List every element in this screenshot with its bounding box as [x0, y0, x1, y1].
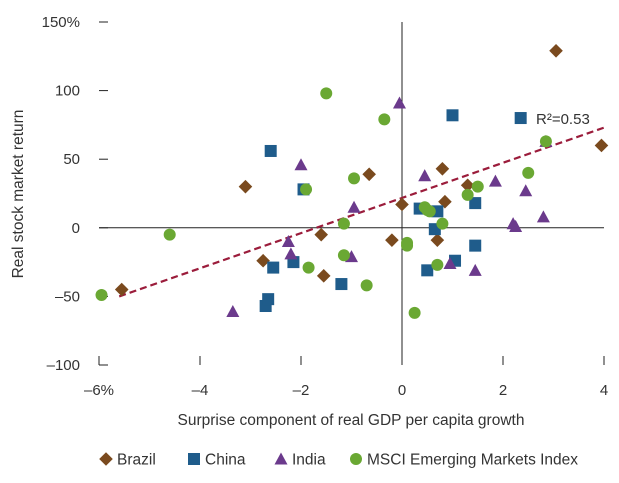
- india-point: [468, 263, 482, 276]
- y-tick-label: –50: [55, 288, 80, 305]
- india-point: [509, 219, 523, 232]
- brazil-point: [435, 162, 450, 176]
- legend: Brazil China India MSCI Emerging Markets In…: [99, 452, 578, 469]
- y-tick-label: 100: [55, 83, 80, 100]
- r-squared-annotation: R²=0.53: [536, 111, 590, 128]
- brazil-point: [438, 194, 452, 209]
- msci-emerging-markets-index-point: [461, 188, 474, 201]
- msci-emerging-markets-index-point: [95, 289, 108, 302]
- brazil-point: [385, 233, 399, 247]
- china-point: [421, 264, 434, 277]
- india-point: [392, 96, 406, 109]
- msci-emerging-markets-index-point: [539, 135, 552, 148]
- msci-emerging-markets-index-point: [360, 279, 373, 292]
- brazil-point: [362, 167, 376, 182]
- legend-china-marker: [188, 453, 200, 465]
- x-tick-label: –4: [192, 382, 209, 399]
- msci-emerging-markets-index-point: [348, 172, 361, 185]
- x-tick-label: 2: [499, 382, 507, 399]
- y-tick-label: 150%: [42, 14, 80, 31]
- brazil-point: [316, 269, 331, 283]
- brazil-point: [238, 179, 253, 194]
- msci-emerging-markets-index-point: [471, 180, 484, 193]
- legend-msci-emerging-markets-index-label: MSCI Emerging Markets Index: [367, 452, 578, 469]
- brazil-point: [395, 197, 409, 212]
- brazil-point: [114, 282, 129, 297]
- msci-emerging-markets-index-point: [337, 217, 350, 230]
- india-point: [519, 184, 533, 197]
- x-axis-title: Surprise component of real GDP per capit…: [178, 412, 525, 429]
- india-point: [294, 158, 308, 171]
- china-point: [262, 293, 275, 306]
- brazil-point: [460, 178, 475, 193]
- china-point: [267, 261, 280, 274]
- y-axis-title: Real stock market return: [10, 110, 27, 279]
- msci-emerging-markets-index-point: [337, 249, 350, 262]
- tick-labels: –100 –50 0 50 100 150% –6% –4 –2 0 2 4: [42, 14, 609, 399]
- china-point: [446, 109, 459, 122]
- msci-emerging-markets-index-point: [436, 217, 449, 230]
- china-point: [264, 144, 277, 157]
- india-point: [347, 200, 361, 213]
- brazil-point: [594, 138, 609, 153]
- legend-brazil-marker: [99, 452, 113, 466]
- china-point: [469, 239, 482, 252]
- x-tick-label: –2: [293, 382, 310, 399]
- msci-emerging-markets-index-point: [163, 228, 176, 241]
- x-tick-label: –6%: [84, 382, 114, 399]
- msci-emerging-markets-index-point: [408, 306, 421, 319]
- brazil-point: [314, 227, 328, 242]
- msci-emerging-markets-index-point: [431, 258, 444, 271]
- trendline-layer: [118, 126, 605, 298]
- msci-emerging-markets-index-point: [401, 239, 414, 252]
- msci-emerging-markets-index-point: [300, 183, 313, 196]
- india-point: [488, 174, 502, 187]
- china-point: [514, 112, 527, 125]
- msci-emerging-markets-index-point: [302, 261, 315, 274]
- india-point: [284, 247, 298, 260]
- china-point: [469, 197, 482, 210]
- y-tick-label: 50: [63, 151, 80, 168]
- trendline: [118, 126, 605, 298]
- legend-india-marker: [274, 452, 288, 465]
- legend-india-label: India: [292, 452, 326, 469]
- brazil-point: [430, 233, 445, 247]
- india-point: [226, 304, 240, 318]
- china-point: [335, 278, 348, 291]
- legend-msci-emerging-markets-index-marker: [350, 453, 362, 465]
- legend-china-label: China: [205, 452, 246, 469]
- legend-brazil-label: Brazil: [117, 452, 156, 469]
- x-tick-label: 0: [398, 382, 406, 399]
- msci-emerging-markets-index-point: [423, 205, 436, 218]
- india-point: [536, 210, 550, 223]
- msci-emerging-markets-index-point: [522, 166, 535, 179]
- y-tick-label: –100: [47, 357, 80, 374]
- msci-emerging-markets-index-point: [320, 87, 333, 100]
- india-point: [443, 256, 457, 269]
- y-tick-label: 0: [72, 220, 80, 237]
- brazil-point: [256, 253, 270, 268]
- msci-emerging-markets-index-point: [378, 113, 391, 126]
- india-point: [281, 235, 295, 248]
- india-point: [418, 169, 432, 182]
- brazil-point: [549, 44, 563, 58]
- data-points: [95, 44, 609, 319]
- x-tick-label: 4: [600, 382, 608, 399]
